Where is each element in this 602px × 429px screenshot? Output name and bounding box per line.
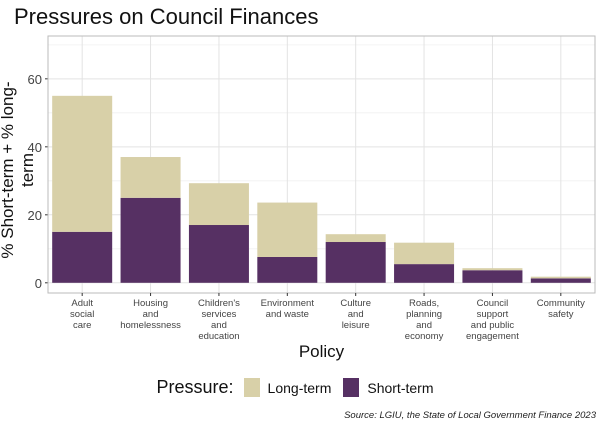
- legend-swatch-long-term: [243, 378, 260, 397]
- legend-item-long-term: Long-term: [243, 378, 332, 397]
- bar-short-term: [120, 197, 181, 283]
- bar-long-term: [530, 276, 591, 279]
- bar-short-term: [52, 231, 113, 283]
- x-tick-label: Community safety: [536, 298, 585, 320]
- panel-border: [47, 35, 596, 294]
- bar-short-term: [530, 278, 591, 283]
- y-tick-label: 20: [28, 208, 42, 223]
- x-axis-label: Policy: [298, 342, 345, 361]
- legend-item-short-term: Short-term: [343, 378, 433, 397]
- legend-title: Pressure:: [156, 377, 234, 397]
- x-tick-label: Housing and homelessness: [120, 298, 181, 331]
- y-tick-label: 0: [35, 276, 42, 291]
- source-note: Source: LGIU, the State of Local Governm…: [344, 410, 596, 421]
- x-tick-label: Roads, planning and economy: [404, 298, 444, 342]
- legend-label-long-term: Long-term: [267, 379, 332, 396]
- y-tick-label: 40: [28, 140, 42, 155]
- legend: Pressure: Long-term Short-term: [0, 377, 602, 398]
- legend-label-short-term: Short-term: [367, 379, 434, 396]
- x-tick-label: Culture and leisure: [340, 298, 371, 331]
- x-tick-label: Environment and waste: [260, 298, 314, 320]
- bar-short-term: [394, 264, 455, 283]
- bar-long-term: [52, 95, 113, 232]
- bar-long-term: [462, 268, 523, 271]
- bar-long-term: [120, 157, 181, 198]
- bar-short-term: [188, 225, 249, 283]
- bar-long-term: [188, 183, 249, 226]
- y-tick-label: 60: [28, 72, 42, 87]
- chart-title: Pressures on Council Finances: [14, 4, 319, 29]
- x-tick-label: Children's services and education: [197, 298, 240, 342]
- bar-short-term: [325, 242, 386, 283]
- bar-long-term: [257, 202, 318, 257]
- x-tick-label: Council support and public engagement: [466, 298, 519, 342]
- bar-long-term: [325, 234, 386, 243]
- legend-swatch-short-term: [343, 378, 360, 397]
- bar-short-term: [462, 270, 523, 283]
- bar-long-term: [394, 242, 455, 265]
- x-tick-label: Adult social care: [70, 298, 95, 331]
- bar-short-term: [257, 256, 318, 283]
